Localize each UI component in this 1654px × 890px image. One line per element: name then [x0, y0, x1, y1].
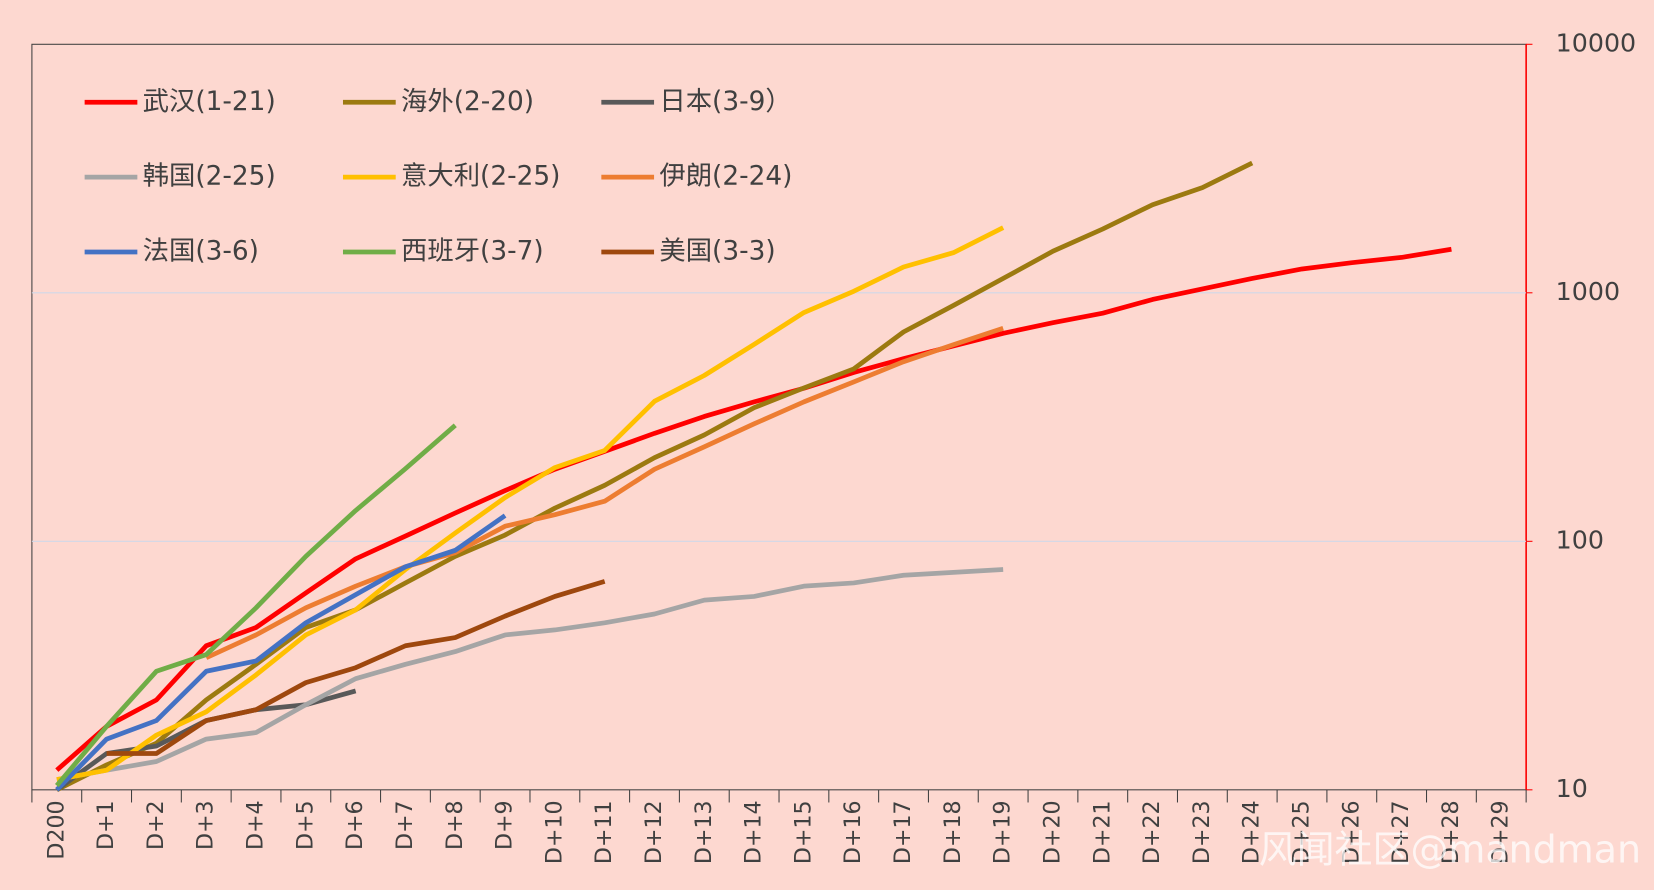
x-tick-label: D+26 — [1338, 800, 1364, 864]
x-tick-label: D+9 — [492, 800, 518, 850]
x-tick-label: D+24 — [1239, 800, 1265, 864]
legend-label: 伊朗(2-24) — [659, 162, 792, 192]
series-line — [55, 160, 1254, 792]
y-tick-label: 100 — [1556, 525, 1604, 554]
x-tick-label: D+25 — [1289, 800, 1315, 864]
x-tick-label: D+23 — [1189, 800, 1215, 864]
x-tick-label: D+27 — [1388, 800, 1414, 864]
series-line — [55, 246, 1452, 772]
x-tick-label: D+18 — [940, 800, 966, 864]
x-tick-label: D+8 — [442, 800, 468, 850]
plot-area — [31, 43, 1527, 791]
x-tick-label: D+22 — [1139, 800, 1165, 864]
x-tick-label: D+12 — [641, 800, 667, 864]
series-line — [54, 423, 457, 788]
x-tick-label: D+28 — [1438, 800, 1464, 864]
x-tick-label: D+11 — [591, 800, 617, 864]
x-tick-label: D+14 — [741, 800, 767, 864]
x-tick-label: D+16 — [840, 800, 866, 864]
x-tick-label: D+3 — [193, 800, 219, 850]
series-line — [106, 579, 606, 756]
x-tick-label: D+2 — [143, 800, 169, 850]
x-tick-label: D+29 — [1488, 800, 1514, 864]
legend-label: 西班牙(3-7) — [401, 237, 544, 267]
x-tick-label: D+21 — [1089, 800, 1115, 864]
series-line — [205, 326, 1004, 660]
x-tick-label: D+4 — [243, 800, 269, 850]
x-tick-label: D+7 — [392, 800, 418, 850]
legend-label: 韩国(2-25) — [143, 162, 276, 192]
x-tick-label: D+15 — [790, 800, 816, 864]
series-line — [56, 567, 1004, 782]
x-tick-label: D+13 — [691, 800, 717, 864]
legend-label: 武汉(1-21) — [143, 87, 276, 117]
y-tick-label: 10 — [1556, 774, 1588, 803]
y-tick-label: 1000 — [1556, 277, 1620, 306]
legend-label: 美国(3-3) — [659, 237, 775, 267]
y-tick-label: 10000 — [1556, 28, 1636, 57]
x-tick-label: D+6 — [342, 800, 368, 850]
legend-label: 法国(3-6) — [143, 237, 259, 267]
x-tick-label: D+17 — [890, 800, 916, 864]
x-tick-label: D+10 — [541, 800, 567, 864]
legend-label: 日本(3-9） — [659, 87, 791, 117]
series-line — [56, 225, 1005, 782]
x-tick-label: D+5 — [292, 800, 318, 850]
watermark: 风闻社区@mandman — [1259, 828, 1641, 872]
series-line — [55, 513, 507, 792]
legend-label: 意大利(2-25) — [401, 162, 560, 192]
x-tick-label: D200 — [43, 800, 69, 859]
x-tick-label: D+19 — [990, 800, 1016, 864]
x-tick-label: D+20 — [1039, 800, 1065, 864]
x-tick-label: D+1 — [93, 800, 119, 850]
legend-label: 海外(2-20) — [401, 87, 534, 117]
